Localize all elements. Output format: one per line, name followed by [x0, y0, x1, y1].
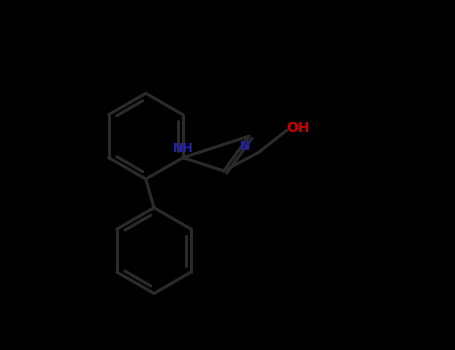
Text: OH: OH [287, 121, 310, 135]
Text: N: N [240, 140, 250, 153]
Text: NH: NH [172, 142, 193, 155]
